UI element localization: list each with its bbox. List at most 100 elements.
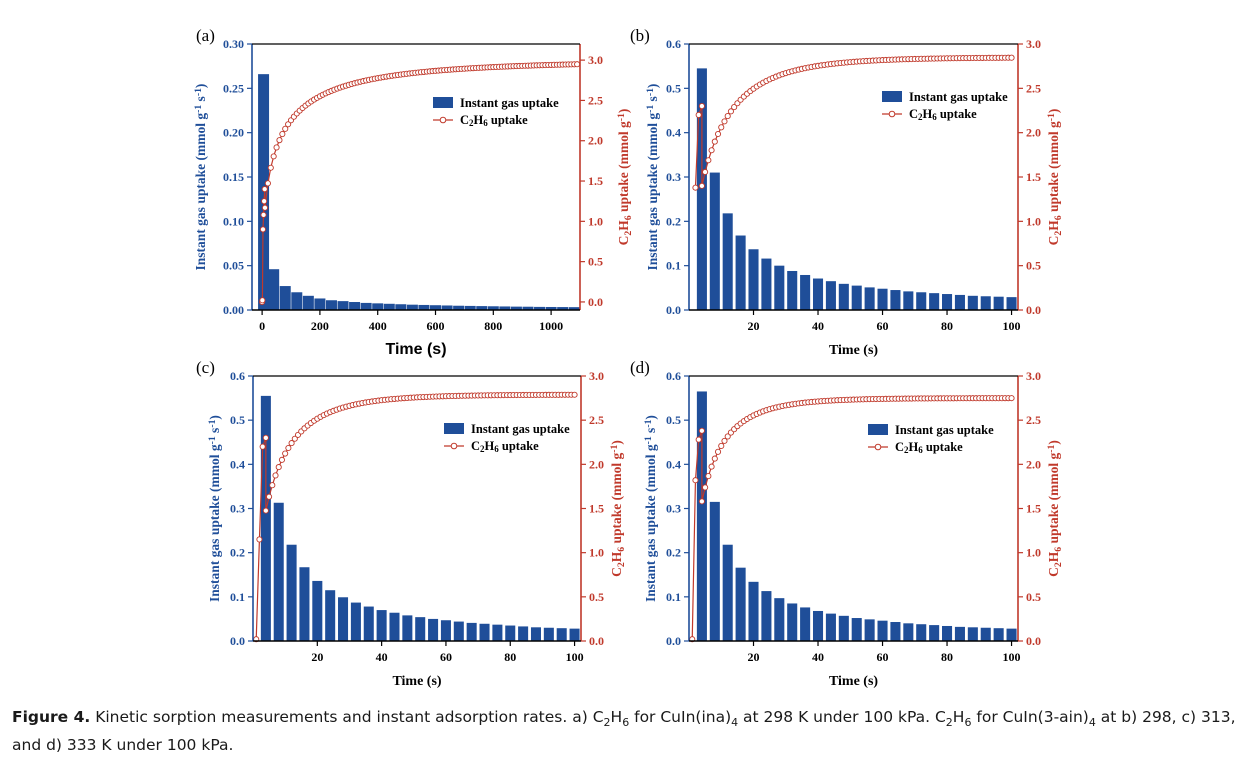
- instant-uptake-bar: [314, 298, 326, 310]
- uptake-marker: [275, 464, 282, 471]
- instant-uptake-bar: [430, 305, 442, 310]
- legend: Instant gas uptake C2H6 uptake: [882, 90, 1008, 122]
- right-tick-label: 2.0: [1026, 457, 1041, 471]
- x-tick-label: 80: [941, 319, 953, 333]
- right-tick-label: 1.5: [1026, 170, 1041, 184]
- legend-label-bars: Instant gas uptake: [460, 96, 559, 110]
- right-tick-label: 2.5: [1026, 81, 1041, 95]
- right-tick-label: 0.5: [1026, 590, 1041, 604]
- instant-uptake-bar: [774, 265, 785, 310]
- left-axis-title: Instant gas uptake (mmol g-1 s-1): [645, 84, 660, 271]
- right-tick-label: 3.0: [1026, 37, 1041, 51]
- instant-uptake-bar: [476, 306, 488, 310]
- uptake-marker: [264, 180, 271, 187]
- right-tick-label: 0.0: [1026, 634, 1041, 648]
- instant-uptake-bar: [838, 283, 849, 310]
- right-tick-label: 1.0: [589, 546, 604, 560]
- instant-uptake-bar: [505, 625, 516, 641]
- chart-panel-b: (b) 0.0 0.1 0.2 0.3 0.4 0.5 0.6 0.0 0.5 1.0 1.5 2.0 2…: [630, 26, 1064, 358]
- instant-uptake-bar: [787, 603, 798, 641]
- uptake-marker: [718, 442, 725, 449]
- figure-plots: (a)0.000.050.100.150.200.250.300.00.51.0…: [193, 26, 1064, 689]
- uptake-marker: [262, 434, 269, 441]
- right-tick-label: 2.5: [589, 413, 604, 427]
- left-tick-label: 0.30: [223, 37, 244, 51]
- x-tick-label: 80: [941, 650, 953, 664]
- x-axis-title: Time (s): [829, 674, 878, 689]
- uptake-marker: [266, 493, 273, 500]
- uptake-marker: [285, 444, 292, 452]
- instant-uptake-bar: [748, 249, 759, 310]
- instant-uptake-bar: [569, 628, 580, 641]
- uptake-marker: [714, 130, 722, 138]
- left-axis-title: Instant gas uptake (mmol g-1 s-1): [207, 415, 222, 602]
- left-tick-label: 0.4: [230, 457, 245, 471]
- legend-label-bars: Instant gas uptake: [895, 423, 994, 437]
- left-tick-label: 0.1: [230, 590, 245, 604]
- right-tick-label: 1.5: [588, 174, 603, 188]
- left-tick-label: 0.0: [666, 634, 681, 648]
- uptake-marker: [711, 138, 718, 145]
- uptake-marker: [261, 204, 269, 211]
- instant-uptake-bar: [838, 615, 849, 641]
- instant-uptake-bar: [415, 617, 426, 641]
- uptake-marker: [285, 121, 292, 128]
- uptake-marker: [698, 182, 705, 189]
- x-tick-label: 40: [376, 650, 388, 664]
- uptake-marker: [272, 472, 279, 479]
- uptake-marker: [727, 108, 734, 115]
- x-axis-title: Time (s): [385, 341, 446, 358]
- instant-uptake-bar: [302, 295, 314, 310]
- uptake-marker: [724, 113, 731, 120]
- uptake-marker: [695, 436, 702, 443]
- instant-uptake-bar: [812, 610, 824, 641]
- right-tick-label: 3.0: [1026, 369, 1041, 383]
- instant-uptake-bar: [534, 306, 546, 310]
- right-tick-label: 3.0: [588, 53, 603, 67]
- left-tick-label: 0.3: [230, 502, 245, 516]
- instant-uptake-bar: [337, 301, 349, 310]
- legend-label-bars: Instant gas uptake: [471, 422, 570, 436]
- left-tick-label: 0.10: [223, 214, 244, 228]
- left-tick-label: 0.3: [666, 170, 681, 184]
- instant-uptake-bar: [510, 306, 522, 310]
- uptake-marker: [714, 448, 722, 455]
- uptake-marker: [260, 211, 267, 218]
- x-tick-label: 800: [484, 319, 502, 333]
- instant-uptake-bar: [722, 213, 733, 310]
- uptake-marker: [267, 164, 274, 171]
- left-tick-label: 0.6: [666, 37, 681, 51]
- left-tick-label: 0.2: [230, 546, 245, 560]
- uptake-marker: [692, 184, 699, 191]
- instant-uptake-bar: [492, 624, 503, 641]
- instant-uptake-bar: [360, 302, 372, 310]
- uptake-marker: [279, 130, 286, 138]
- uptake-line: [694, 57, 1012, 188]
- legend-bar-swatch: [882, 91, 902, 102]
- uptake-marker: [291, 435, 298, 442]
- uptake-marker: [278, 456, 285, 463]
- uptake-marker: [282, 450, 289, 457]
- instant-uptake-bar: [800, 607, 811, 641]
- instant-uptake-bar: [993, 628, 1004, 641]
- uptake-marker: [705, 473, 712, 480]
- instant-uptake-bar: [350, 602, 361, 641]
- left-tick-label: 0.0: [666, 303, 681, 317]
- x-axis-title: Time (s): [392, 674, 441, 689]
- instant-uptake-bar: [286, 544, 297, 641]
- instant-uptake-bar: [291, 292, 303, 310]
- panel-label: (d): [630, 358, 650, 377]
- instant-uptake-bar: [735, 235, 746, 310]
- uptake-marker: [698, 103, 705, 110]
- instant-uptake-bar: [325, 590, 336, 641]
- instant-uptake-bar: [761, 258, 772, 310]
- left-tick-label: 0.00: [223, 303, 244, 317]
- instant-uptake-bar: [864, 287, 875, 310]
- instant-uptake-bar: [428, 618, 439, 641]
- x-tick-label: 60: [877, 650, 889, 664]
- uptake-marker: [702, 168, 709, 176]
- instant-uptake-bar: [709, 501, 720, 642]
- x-tick-label: 60: [440, 650, 452, 664]
- right-tick-label: 0.5: [588, 255, 603, 269]
- instant-uptake-bar: [722, 544, 733, 641]
